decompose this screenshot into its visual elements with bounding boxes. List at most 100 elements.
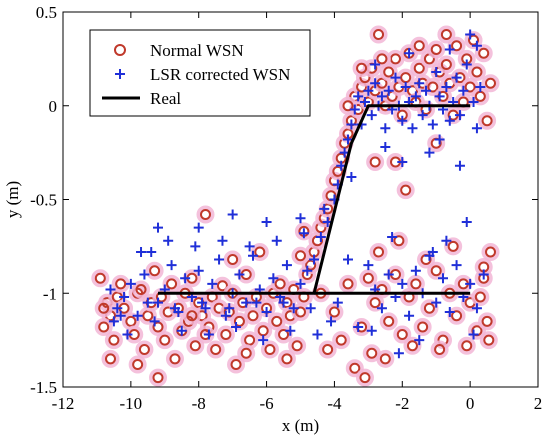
normal-wsn-point bbox=[274, 278, 286, 290]
normal-wsn-point bbox=[305, 259, 317, 271]
lsr-corrected-point bbox=[142, 297, 153, 308]
normal-wsn-point bbox=[349, 362, 361, 374]
lsr-corrected-point bbox=[115, 310, 126, 321]
normal-wsn-point bbox=[230, 359, 242, 370]
normal-wsn-point bbox=[427, 81, 439, 93]
lsr-corrected-point bbox=[309, 254, 320, 265]
normal-wsn-point bbox=[108, 334, 120, 346]
lsr-corrected-point bbox=[295, 278, 306, 289]
lsr-corrected-point bbox=[200, 303, 211, 314]
lsr-corrected-point bbox=[180, 273, 191, 284]
normal-wsn-point bbox=[376, 53, 388, 65]
lsr-corrected-point bbox=[441, 82, 452, 92]
y-axis-label: y (m) bbox=[3, 181, 22, 218]
normal-wsn-point bbox=[169, 353, 181, 365]
lsr-corrected-point bbox=[451, 72, 462, 83]
lsr-corrected-point bbox=[465, 29, 476, 40]
lsr-corrected-point bbox=[119, 292, 130, 302]
normal-wsn-point-halo bbox=[135, 340, 154, 359]
y-tick-label: -1 bbox=[43, 284, 57, 303]
lsr-corrected-point bbox=[251, 297, 262, 308]
normal-wsn-point-halo bbox=[376, 349, 395, 368]
normal-wsn-point bbox=[356, 62, 368, 74]
normal-wsn-point-halo bbox=[437, 55, 456, 74]
normal-wsn-point bbox=[393, 235, 405, 247]
normal-wsn-point-halo bbox=[393, 325, 412, 344]
normal-wsn-point-halo bbox=[479, 331, 498, 350]
lsr-corrected-point bbox=[475, 82, 486, 92]
normal-wsn-point bbox=[383, 66, 395, 78]
normal-wsn-point-halo bbox=[244, 306, 262, 325]
lsr-corrected-point bbox=[434, 134, 445, 145]
normal-wsn-point bbox=[471, 66, 483, 78]
normal-wsn-point-halo bbox=[400, 288, 419, 306]
axis-ticks bbox=[62, 11, 539, 388]
normal-wsn-point-halo bbox=[332, 331, 351, 350]
lsr-corrected-point bbox=[383, 85, 394, 96]
normal-wsn-point bbox=[332, 165, 344, 177]
normal-wsn-point-halo bbox=[291, 246, 310, 265]
x-tick-label: 2 bbox=[534, 394, 543, 413]
lsr-corrected-point bbox=[438, 273, 448, 284]
x-tick-label: -8 bbox=[192, 394, 206, 413]
lsr-corrected-point bbox=[278, 297, 289, 308]
lsr-corrected-point bbox=[441, 235, 452, 246]
normal-wsn-point bbox=[451, 310, 463, 322]
lsr-corrected-point bbox=[353, 91, 364, 102]
lsr-corrected-point bbox=[169, 303, 180, 314]
normal-wsn-point-halo bbox=[369, 243, 388, 261]
lsr-corrected-point bbox=[132, 310, 143, 321]
lsr-corrected-point bbox=[421, 85, 432, 96]
lsr-corrected-point bbox=[366, 325, 377, 336]
lsr-corrected-point bbox=[461, 217, 472, 227]
lsr-corrected-point bbox=[319, 203, 330, 214]
normal-wsn-point bbox=[362, 272, 374, 284]
normal-wsn-point bbox=[481, 115, 493, 127]
normal-wsn-point-halo bbox=[94, 318, 113, 336]
normal-wsn-point bbox=[291, 340, 303, 352]
normal-wsn-point-halo bbox=[420, 299, 439, 318]
normal-wsn-point-halo bbox=[352, 59, 371, 78]
normal-wsn-point bbox=[447, 240, 459, 252]
lsr-corrected-point bbox=[108, 316, 119, 327]
normal-wsn-point-halo bbox=[206, 340, 225, 359]
normal-wsn-point bbox=[264, 344, 276, 355]
normal-wsn-point bbox=[485, 77, 496, 89]
normal-wsn-point-halo bbox=[162, 274, 181, 293]
y-tick-label: 0.5 bbox=[36, 3, 57, 22]
normal-wsn-point bbox=[166, 278, 178, 290]
normal-wsn-point-halo bbox=[471, 288, 490, 306]
legend-label-lsr-corrected-wsn: LSR corrected WSN bbox=[150, 65, 290, 84]
normal-wsn-point-halo bbox=[406, 274, 425, 293]
normal-wsn-point bbox=[342, 100, 354, 112]
normal-wsn-point-halo bbox=[478, 312, 497, 331]
normal-wsn-point-halo bbox=[444, 237, 463, 256]
normal-wsn-point bbox=[142, 310, 154, 322]
lsr-corrected-point bbox=[468, 329, 479, 340]
lsr-corrected-point bbox=[231, 322, 242, 332]
normal-wsn-point-halo bbox=[237, 344, 256, 363]
normal-wsn-point-halo bbox=[437, 25, 456, 44]
tick-labels: -12 -10 -8 -6 -4 -2 0 2 0.5 0 -0.5 -1 -1.5 bbox=[30, 3, 542, 413]
normal-wsn-point bbox=[149, 265, 161, 277]
normal-wsn-point bbox=[483, 334, 495, 346]
lsr-corrected-point bbox=[203, 329, 214, 340]
lsr-corrected-point bbox=[363, 85, 374, 96]
normal-wsn-point bbox=[366, 347, 378, 359]
lsr-corrected-point bbox=[312, 329, 323, 340]
normal-wsn-point-halo bbox=[196, 205, 215, 224]
normal-wsn-point bbox=[379, 353, 391, 365]
lsr-corrected-point bbox=[332, 297, 343, 308]
lsr-corrected-point bbox=[214, 254, 225, 265]
normal-wsn-point-halo bbox=[430, 340, 449, 359]
lsr-corrected-point bbox=[454, 110, 465, 121]
lsr-corrected-point bbox=[244, 241, 255, 252]
lsr-corrected-point bbox=[346, 172, 357, 182]
legend-label-real: Real bbox=[150, 89, 181, 108]
legend-entry-normal-wsn: Normal WSN bbox=[114, 41, 244, 60]
lsr-corrected-point bbox=[224, 303, 235, 314]
normal-wsn-point bbox=[216, 280, 228, 292]
normal-wsn-point bbox=[98, 302, 110, 314]
normal-wsn-point bbox=[406, 340, 418, 352]
